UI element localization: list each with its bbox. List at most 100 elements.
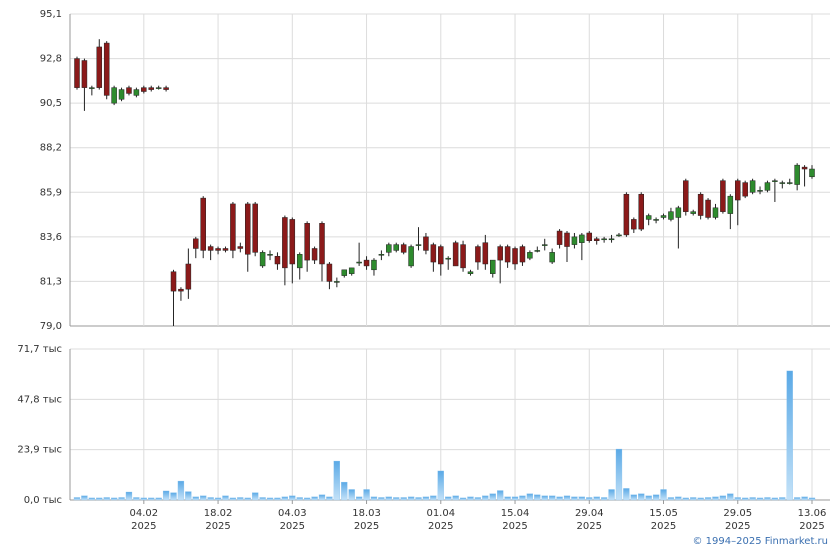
candle-body [549,252,555,263]
volume-bar [675,496,682,501]
volume-bar [437,470,444,501]
x-tick-year: 2025 [354,521,379,532]
volume-bar [719,495,727,501]
volume-bar [222,495,229,501]
candle-body [267,254,273,256]
volume-bar [756,497,764,501]
candle-body [230,203,236,251]
x-tick-year: 2025 [131,521,156,532]
candle-body [408,246,414,267]
volume-bar [690,497,697,501]
volume-bar [266,497,274,501]
volume-bar [110,497,118,501]
volume-bar [704,497,712,501]
volume-bar [734,497,741,501]
candle-body [148,87,154,90]
candle-body [645,215,652,220]
volume-bar [801,496,808,501]
y-tick-label: 88,2 [40,143,62,154]
x-tick-year: 2025 [502,521,527,532]
volume-bar [586,497,593,501]
volume-bar [630,494,637,501]
candle-body [779,182,786,184]
candle-body [393,244,399,251]
candle-body [534,250,541,252]
y-tick-label: 83,6 [40,232,62,243]
volume-bar [385,496,392,501]
volume-bar [192,496,199,501]
candle-body [111,87,117,104]
y-tick-label: 23,9 тыс [17,445,62,456]
x-tick-label: 29.05 [723,508,752,519]
candle-body [519,246,526,263]
volume-bar [563,495,571,501]
candle-body [690,211,696,214]
copyright[interactable]: © 1994–2025 Finmarket.ru [692,536,828,547]
volume-bar [341,481,348,501]
volume-bar [207,497,214,501]
candle-body [96,46,103,88]
candle-body [371,259,377,271]
volume-bar [259,497,266,501]
candle-body [155,87,162,89]
candle-body [207,246,214,251]
candle-body [668,211,674,220]
y-tick-label: 92,8 [40,54,62,65]
candle-body [415,244,422,246]
y-tick-label: 81,3 [40,276,62,287]
candle-body [289,219,296,265]
volume-bar [118,497,125,501]
candle-body [304,223,310,261]
volume-bar [556,496,563,501]
volume-bar [445,496,452,501]
candle-body [74,58,80,88]
candle-body [579,234,585,243]
volume-bar [355,496,363,501]
x-tick-year: 2025 [651,521,676,532]
volume-bar [808,497,816,501]
volume-bar [638,493,645,501]
candle-body [170,271,177,292]
y-tick-label: 0,0 тыс [24,495,62,506]
candle-body [772,180,778,182]
volume-bar [571,496,578,501]
volume-bar [697,497,704,501]
volume-bar [682,497,689,501]
candle-body [423,236,429,251]
y-tick-label: 71,7 тыс [17,344,62,355]
volume-bar [600,497,608,501]
candle-body [460,244,466,269]
volume-bar [459,497,467,501]
candle-body [482,242,489,265]
candle-body [527,252,533,259]
volume-bar [289,495,296,501]
candle-body [363,259,370,267]
x-tick-year: 2025 [280,521,305,532]
volume-bar [407,496,415,501]
candle-body [400,244,407,253]
x-tick-label: 29.04 [575,508,604,519]
volume-bar [170,492,177,501]
volume-bar [73,497,81,501]
volume-bar [400,497,407,501]
volume-bar [504,496,511,501]
candle-body [334,281,340,283]
volume-bar [526,493,534,501]
volume-bar [623,488,630,501]
volume-bar [103,497,110,501]
candle-body [193,238,199,249]
volume-bar [348,489,355,501]
candle-body [89,87,95,89]
volume-bar [452,495,459,501]
candle-body [438,246,444,265]
volume-bar [534,494,541,501]
volume-bar [274,497,281,501]
volume-bar [742,497,749,501]
volume-bar [794,497,801,501]
candle-body [222,248,229,251]
x-tick-label: 04.02 [129,508,158,519]
candle-body [586,232,593,241]
candle-body [178,288,184,292]
candle-body [801,166,808,170]
